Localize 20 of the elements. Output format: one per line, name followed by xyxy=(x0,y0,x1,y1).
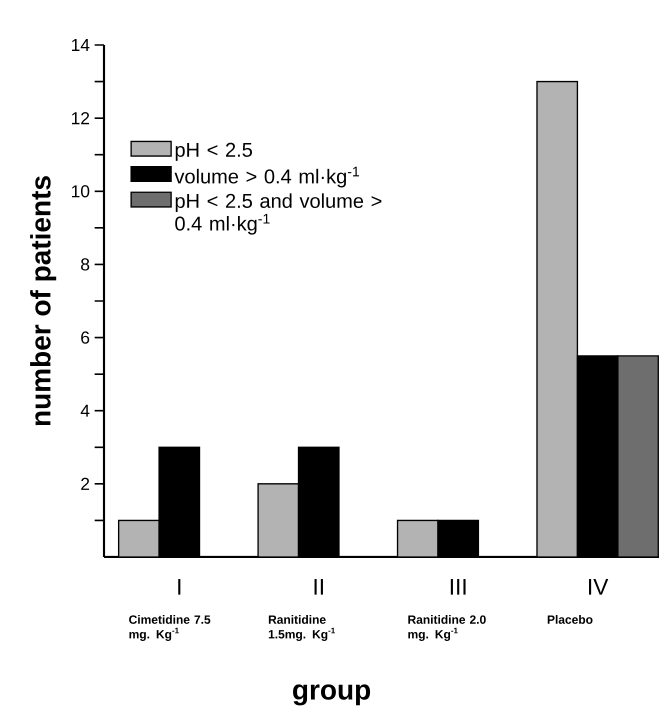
x-tick-label: II xyxy=(314,579,323,595)
legend-label: pH < 2.5 xyxy=(176,142,252,161)
legend-label: volume > 0.4 ml·kg$^{-1}$ xyxy=(174,166,360,188)
y-tick-label: 12 xyxy=(72,112,90,124)
y-tick-label: 14 xyxy=(72,39,90,51)
y-tick-label: 6 xyxy=(81,331,90,344)
x-tick-label: IV xyxy=(589,579,608,595)
text: Cimetidine 7.5 mg. Kg$^{-1}$ xyxy=(129,615,210,641)
y-tick-label: 4 xyxy=(80,404,90,417)
text: Ranitidine 1.5mg. Kg$^{-1}$ xyxy=(268,615,335,641)
y-tick-label: 8 xyxy=(81,258,90,271)
x-axis-title: group xyxy=(293,684,370,706)
x-tick-label: I xyxy=(178,579,180,595)
text: Placebo xyxy=(548,615,593,624)
legend-label: pH < 2.5 and volume > 0.4 ml·kg$^{-1}$ xyxy=(175,193,382,235)
x-tick-label: III xyxy=(450,579,466,595)
y-axis-title: number of patients xyxy=(30,176,56,426)
y-tick-label: 10 xyxy=(72,185,90,198)
y-tick-label: 2 xyxy=(81,478,90,490)
text: Ranitidine 2.0 mg. Kg$^{-1}$ xyxy=(408,615,486,641)
